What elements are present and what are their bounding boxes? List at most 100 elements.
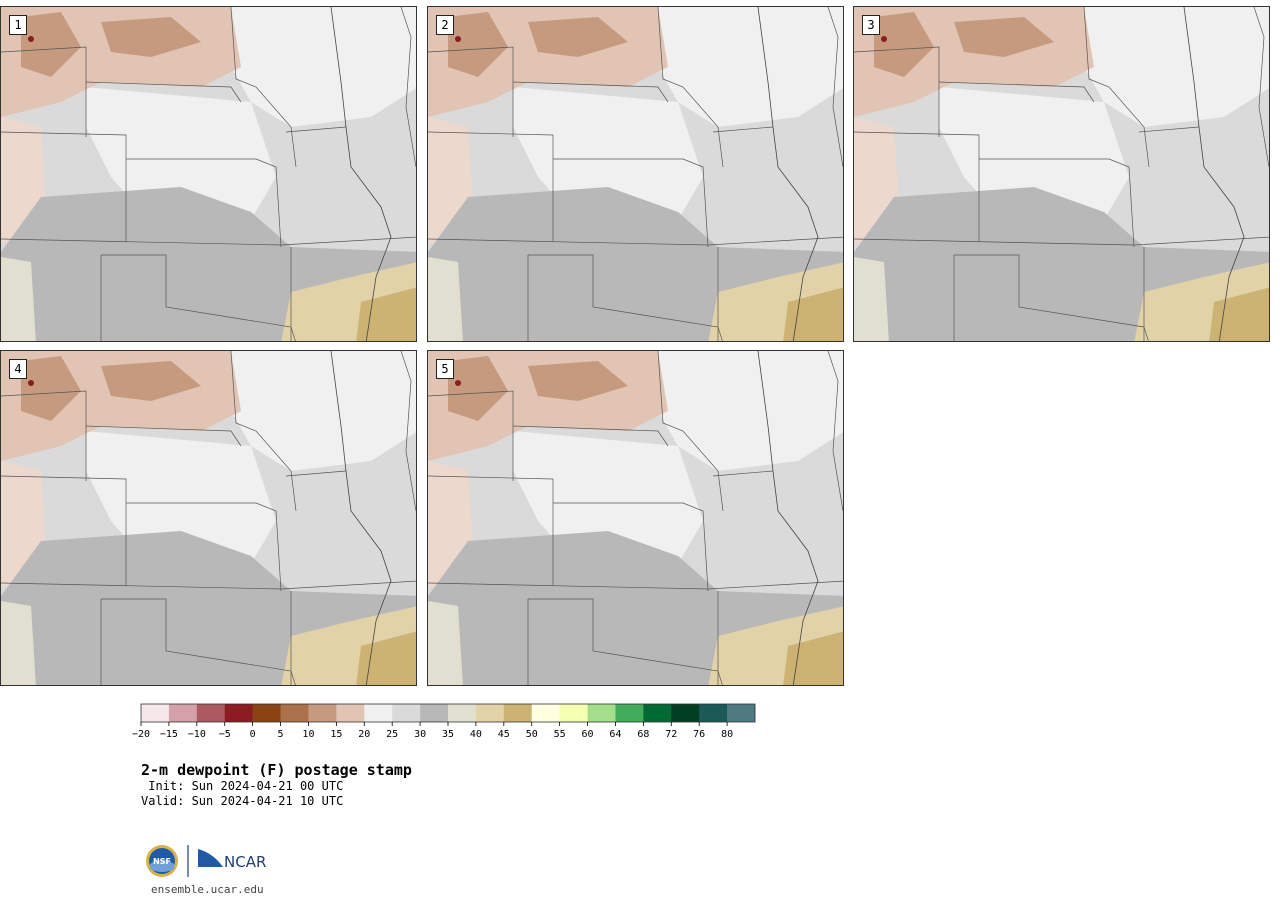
colorbar-tick-label: 64 [609,729,621,740]
map-panel-3[interactable]: 3 [853,6,1270,342]
river-border [757,351,819,685]
state-border [400,7,416,168]
colorbar-tick-label: 25 [386,729,398,740]
state-border [230,7,297,168]
state-border [854,131,980,242]
colorbar-tick-label: 30 [414,729,426,740]
state-border [1,131,127,242]
colorbar-tick-label: 68 [637,729,649,740]
colorbar-swatch [420,704,449,722]
state-border [428,46,514,137]
dry-spot [455,380,461,386]
member-number: 5 [436,359,454,379]
state-border [979,158,1135,248]
colorbar-swatch [168,704,198,722]
state-border [1083,7,1150,168]
state-border [512,81,669,103]
colorbar-tick-label: 20 [358,729,370,740]
humid-region [1,601,36,685]
cool-dewpoint-region [954,17,1054,57]
member-number: 4 [9,359,27,379]
colorbar: −20 −15 −10 −5 0 5 10 15 20 25 30 35 40 45 50 55 60 64 68 7… [132,703,756,740]
map-panel-5[interactable]: 5 [427,350,844,686]
state-border [285,470,347,477]
map-panel-2[interactable]: 2 [427,6,844,342]
colorbar-tick-label: −5 [219,729,231,740]
colorbar-swatch [615,704,644,722]
cool-dewpoint-region [101,361,201,401]
light-region [658,351,843,471]
dewpoint-map [854,7,1269,341]
state-border [1,236,416,246]
cool-dewpoint-region [101,17,201,57]
river-border [757,7,819,341]
state-border [285,126,347,133]
humid-region [783,631,843,685]
colorbar-tick-label: 80 [721,729,733,740]
colorbar-tick-label: 50 [526,729,538,740]
state-border [1,46,87,137]
state-border [1,390,87,481]
state-border [428,390,514,481]
colorbar-tick-label: 45 [498,729,510,740]
humid-region [1,257,36,341]
dry-spot [881,36,887,42]
state-border [1138,126,1200,133]
state-border [712,470,774,477]
colorbar-swatch [141,704,170,722]
state-border [827,7,843,168]
dry-spot [28,36,34,42]
colorbar-tick-label: 76 [693,729,705,740]
state-border [712,126,774,133]
colorbar-tick-label: −20 [132,729,150,740]
state-border [400,351,416,512]
valid-time: Valid: Sun 2024-04-21 10 UTC [141,794,344,808]
init-time: Init: Sun 2024-04-21 00 UTC [141,779,344,793]
dewpoint-map [1,7,416,341]
state-border [428,236,843,246]
humid-region [854,257,889,341]
state-border [954,254,1149,341]
colorbar-tick-label: 55 [554,729,566,740]
cool-dewpoint-region [874,12,934,77]
ncar-text: NCAR [224,853,266,871]
map-panel-4[interactable]: 4 [0,350,417,686]
member-number: 2 [436,15,454,35]
nsf-text: NSF [153,857,171,866]
state-border [657,7,724,168]
humid-region [356,287,416,341]
colorbar-swatch [699,704,728,722]
dewpoint-map [428,351,843,685]
colorbar-swatch [587,704,616,722]
humid-region [428,601,463,685]
dry-spot [455,36,461,42]
plot-title: 2-m dewpoint (F) postage stamp [141,761,412,779]
light-region [658,7,843,127]
light-region [231,351,416,471]
humid-region [428,257,463,341]
colorbar-swatch [280,704,309,722]
state-border [230,351,297,512]
state-border [428,131,554,242]
colorbar-swatch [308,704,337,722]
ncar-logo: NCAR [198,849,266,871]
colorbar-swatch [336,704,365,722]
colorbar-tick-label: −10 [188,729,206,740]
dewpoint-map [1,351,416,685]
cool-dewpoint-region [21,356,81,421]
state-border [428,475,554,586]
colorbar-tick-label: 5 [278,729,284,740]
state-border [854,236,1269,246]
colorbar-swatch [671,704,700,722]
colorbar-tick-label: 40 [470,729,482,740]
colorbar-tick-label: 0 [250,729,256,740]
member-number: 3 [862,15,880,35]
state-border [827,351,843,512]
colorbar-tick-label: 10 [302,729,314,740]
light-region [1084,7,1269,127]
colorbar-swatch [727,704,756,722]
humid-region [1209,287,1269,341]
colorbar-swatch [252,704,281,722]
logos: NSF NCAR [146,845,266,877]
map-panel-1[interactable]: 1 [0,6,417,342]
